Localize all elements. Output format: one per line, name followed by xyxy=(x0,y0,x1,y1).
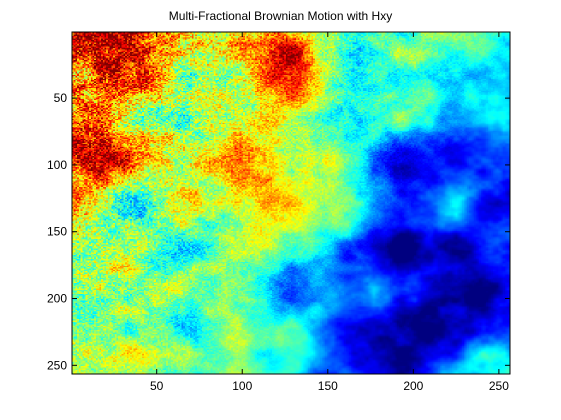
y-tick-label: 50 xyxy=(54,91,68,105)
x-tick-label: 100 xyxy=(232,379,252,393)
heatmap-image xyxy=(72,32,510,374)
y-axis-ticks: 50 100 150 200 250 xyxy=(47,91,510,372)
chart-title: Multi-Fractional Brownian Motion with Hx… xyxy=(168,9,393,23)
y-tick-label: 150 xyxy=(47,225,67,239)
y-tick-label: 200 xyxy=(47,292,67,306)
x-tick-label: 200 xyxy=(403,379,423,393)
y-tick-label: 250 xyxy=(47,358,67,372)
x-tick-label: 250 xyxy=(489,379,509,393)
x-tick-label: 150 xyxy=(318,379,338,393)
x-tick-label: 50 xyxy=(150,379,164,393)
y-tick-label: 100 xyxy=(47,158,67,172)
x-axis-ticks: 50 100 150 200 250 xyxy=(150,32,509,393)
axes-frame xyxy=(71,31,511,375)
